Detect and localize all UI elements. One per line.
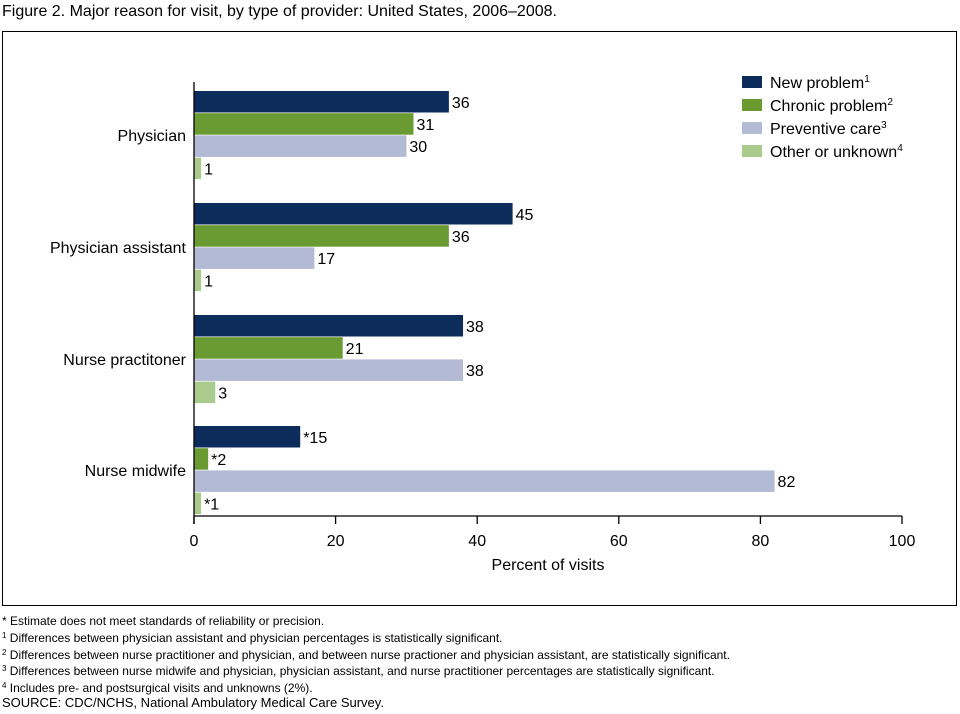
category-label-1: Physician assistant bbox=[50, 240, 187, 257]
bar-0-3 bbox=[194, 157, 202, 180]
bar-label-0-2: 30 bbox=[409, 139, 427, 156]
bar-0-0 bbox=[194, 91, 449, 113]
bar-0-1 bbox=[194, 113, 414, 135]
category-label-0: Physician bbox=[118, 128, 186, 145]
bar-label-0-0: 36 bbox=[452, 95, 470, 112]
bar-3-1 bbox=[194, 448, 209, 470]
bar-label-1-0: 45 bbox=[516, 207, 534, 224]
bar-3-2 bbox=[194, 470, 775, 492]
bar-label-2-1: 21 bbox=[346, 341, 364, 358]
bar-label-2-0: 38 bbox=[466, 319, 484, 336]
footnote-3: 3 Differences between nurse midwife and … bbox=[2, 664, 715, 679]
legend-entry-0: New problem1 bbox=[770, 74, 870, 92]
bar-label-1-1: 36 bbox=[452, 229, 470, 246]
bar-1-3 bbox=[194, 269, 202, 292]
legend-entry-1: Chronic problem2 bbox=[770, 97, 893, 115]
bar-label-3-2: 82 bbox=[778, 474, 796, 491]
bar-label-1-2: 17 bbox=[317, 251, 335, 268]
bar-label-1-3: 1 bbox=[204, 273, 213, 290]
bar-label-3-1: *2 bbox=[211, 452, 226, 469]
x-tick-label-0: 0 bbox=[190, 533, 199, 550]
legend-swatch-3 bbox=[742, 145, 762, 157]
legend-swatch-0 bbox=[742, 76, 762, 88]
footnote-1: 1 Differences between physician assistan… bbox=[2, 630, 503, 645]
bar-1-0 bbox=[194, 203, 513, 225]
x-tick-label-5: 100 bbox=[889, 533, 916, 550]
category-label-2: Nurse practitoner bbox=[63, 352, 186, 369]
bar-label-3-3: *1 bbox=[204, 496, 219, 513]
bar-label-2-3: 3 bbox=[218, 385, 227, 402]
chart-frame bbox=[2, 31, 957, 606]
bar-1-1 bbox=[194, 225, 449, 247]
bar-label-0-1: 31 bbox=[416, 117, 434, 134]
bar-label-3-0: *15 bbox=[303, 430, 327, 447]
footnote-4: 4 Includes pre- and postsurgical visits … bbox=[2, 681, 313, 696]
legend-swatch-2 bbox=[742, 122, 762, 134]
bar-3-3 bbox=[194, 492, 202, 515]
footnote-2: 2 Differences between nurse practitioner… bbox=[2, 647, 730, 662]
x-axis-title: Percent of visits bbox=[492, 557, 605, 574]
x-tick-label-1: 20 bbox=[327, 533, 345, 550]
bar-label-0-3: 1 bbox=[204, 161, 213, 178]
bar-2-3 bbox=[194, 381, 216, 404]
footnotes: * Estimate does not meet standards of re… bbox=[2, 613, 730, 697]
figure-title: Figure 2. Major reason for visit, by typ… bbox=[2, 3, 557, 20]
legend-swatch-1 bbox=[742, 99, 762, 111]
footnote-asterisk: * Estimate does not meet standards of re… bbox=[2, 614, 325, 628]
bar-1-2 bbox=[194, 247, 315, 269]
x-tick-label-4: 80 bbox=[752, 533, 770, 550]
bar-3-0 bbox=[194, 426, 301, 448]
bar-2-0 bbox=[194, 315, 464, 337]
x-tick-label-3: 60 bbox=[610, 533, 628, 550]
x-tick-label-2: 40 bbox=[468, 533, 486, 550]
legend-entry-3: Other or unknown4 bbox=[770, 143, 903, 161]
legend-entry-2: Preventive care3 bbox=[770, 120, 887, 138]
bar-0-2 bbox=[194, 135, 407, 157]
bar-label-2-2: 38 bbox=[466, 363, 484, 380]
category-label-3: Nurse midwife bbox=[85, 463, 186, 480]
source-note: SOURCE: CDC/NCHS, National Ambulatory Me… bbox=[2, 695, 384, 710]
bar-2-2 bbox=[194, 359, 464, 381]
bar-2-1 bbox=[194, 337, 343, 359]
